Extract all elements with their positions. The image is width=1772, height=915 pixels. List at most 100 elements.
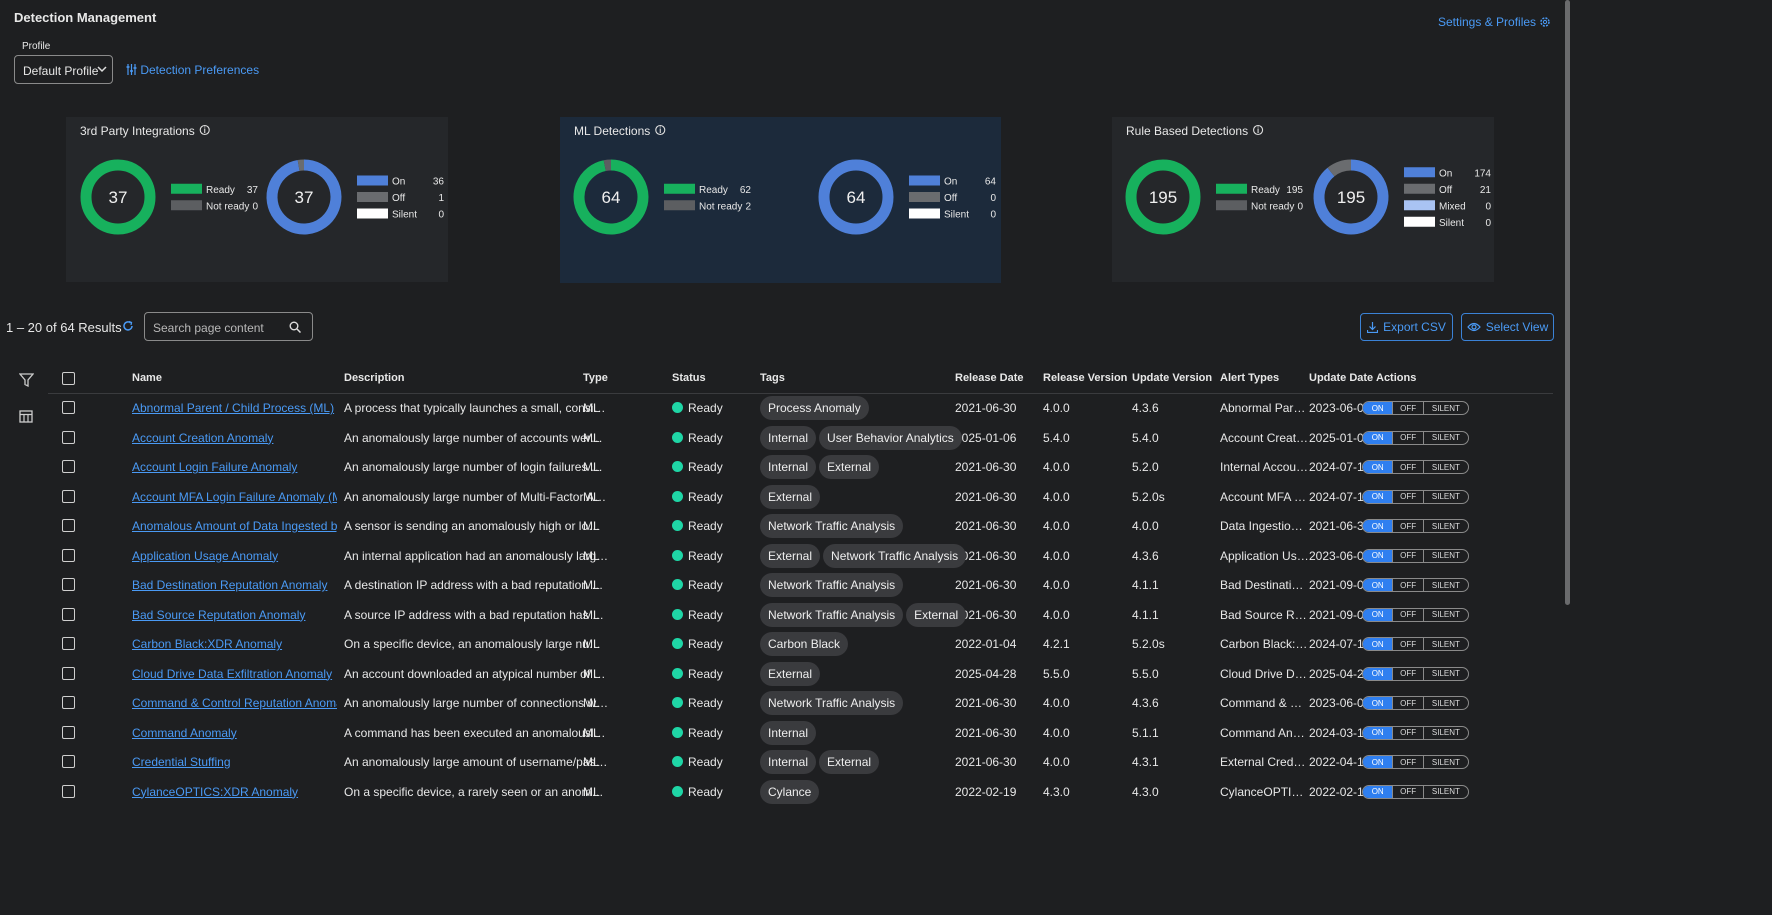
toggle-option[interactable]: ON bbox=[1363, 638, 1393, 650]
profile-select[interactable]: Default Profile bbox=[14, 55, 113, 84]
toggle-option[interactable]: SILENT bbox=[1422, 402, 1468, 414]
detection-name-link[interactable]: Abnormal Parent / Child Process (ML) bbox=[132, 401, 335, 415]
toggle-option[interactable]: ON bbox=[1363, 697, 1393, 709]
detection-name-link[interactable]: Anomalous Amount of Data Ingested by Sen bbox=[132, 519, 337, 533]
toggle-option[interactable]: OFF bbox=[1392, 402, 1422, 414]
refresh-icon[interactable] bbox=[122, 320, 134, 332]
toggle-option[interactable]: SILENT bbox=[1422, 667, 1468, 680]
row-checkbox[interactable] bbox=[62, 548, 75, 562]
toggle-option[interactable]: ON bbox=[1363, 402, 1393, 414]
table-header-checkbox[interactable] bbox=[62, 372, 75, 385]
toggle-option[interactable]: ON bbox=[1363, 461, 1393, 473]
row-checkbox[interactable] bbox=[62, 725, 75, 739]
toggle-option[interactable]: ON bbox=[1363, 520, 1393, 532]
column-header[interactable]: Type bbox=[583, 372, 608, 384]
preferences-link[interactable]: Detection Preferences bbox=[126, 63, 259, 77]
toggle-option[interactable]: ON bbox=[1363, 579, 1393, 591]
profile-select-value[interactable]: Default Profile bbox=[23, 64, 99, 78]
state-toggle[interactable]: ON OFF SILENT bbox=[1362, 519, 1469, 533]
toggle-option[interactable]: SILENT bbox=[1422, 726, 1468, 739]
row-checkbox[interactable] bbox=[62, 784, 75, 798]
scrollbar[interactable] bbox=[1565, 0, 1570, 605]
toggle-option[interactable]: OFF bbox=[1392, 579, 1422, 591]
row-checkbox[interactable] bbox=[62, 607, 75, 621]
select-view-button[interactable]: Select View bbox=[1461, 313, 1554, 341]
toggle-option[interactable]: OFF bbox=[1392, 520, 1422, 532]
row-checkbox[interactable] bbox=[62, 696, 75, 709]
toggle-option[interactable]: SILENT bbox=[1422, 431, 1468, 444]
export-csv-text[interactable]: Export CSV bbox=[1383, 320, 1446, 334]
toggle-option[interactable]: SILENT bbox=[1422, 461, 1468, 473]
detection-name-link[interactable]: Account MFA Login Failure Anomaly (ML) bbox=[132, 489, 337, 504]
detection-name-link[interactable]: Cloud Drive Data Exfiltration Anomaly bbox=[132, 666, 333, 681]
toggle-option[interactable]: OFF bbox=[1392, 608, 1422, 621]
toggle-option[interactable]: ON bbox=[1363, 667, 1393, 680]
toggle-option[interactable]: SILENT bbox=[1422, 785, 1468, 798]
row-checkbox[interactable] bbox=[62, 519, 75, 532]
row-checkbox[interactable] bbox=[62, 460, 75, 473]
toggle-option[interactable]: SILENT bbox=[1422, 756, 1468, 768]
toggle-option[interactable]: OFF bbox=[1392, 638, 1422, 650]
state-toggle[interactable]: ON OFF SILENT bbox=[1362, 755, 1469, 769]
filter-icon[interactable] bbox=[19, 373, 34, 387]
toggle-option[interactable]: ON bbox=[1363, 756, 1393, 768]
detection-name-link[interactable]: Credential Stuffing bbox=[132, 755, 231, 769]
toggle-option[interactable]: ON bbox=[1363, 431, 1393, 444]
state-toggle[interactable]: ON OFF SILENT bbox=[1362, 637, 1469, 651]
detection-name-link[interactable]: Bad Destination Reputation Anomaly bbox=[132, 578, 328, 592]
select-view-text[interactable]: Select View bbox=[1485, 320, 1549, 334]
toggle-option[interactable]: OFF bbox=[1392, 461, 1422, 473]
toggle-option[interactable]: ON bbox=[1363, 549, 1393, 562]
toggle-option[interactable]: ON bbox=[1363, 726, 1393, 739]
search-box[interactable]: Search page content bbox=[144, 312, 313, 341]
detection-name-link[interactable]: Command & Control Reputation Anomaly bbox=[132, 696, 337, 710]
columns-icon[interactable] bbox=[19, 410, 33, 423]
column-header[interactable]: Description bbox=[344, 372, 405, 384]
row-checkbox[interactable] bbox=[62, 489, 75, 503]
toggle-option[interactable]: SILENT bbox=[1422, 549, 1468, 562]
toggle-option[interactable]: SILENT bbox=[1422, 520, 1468, 532]
column-header[interactable]: Release Version bbox=[1043, 372, 1128, 384]
row-checkbox[interactable] bbox=[62, 666, 75, 680]
toggle-option[interactable]: OFF bbox=[1392, 549, 1422, 562]
state-toggle[interactable]: ON OFF SILENT bbox=[1362, 460, 1469, 474]
state-toggle[interactable]: ON OFF SILENT bbox=[1362, 784, 1469, 799]
export-csv-button[interactable]: Export CSV bbox=[1360, 313, 1453, 341]
row-checkbox[interactable] bbox=[62, 637, 75, 650]
toggle-option[interactable]: OFF bbox=[1392, 785, 1422, 798]
detection-name-link[interactable]: Account Creation Anomaly bbox=[132, 430, 274, 445]
column-header[interactable]: Release Date bbox=[955, 372, 1024, 384]
toggle-option[interactable]: SILENT bbox=[1422, 490, 1468, 503]
column-header[interactable]: Tags bbox=[760, 372, 785, 384]
state-toggle[interactable]: ON OFF SILENT bbox=[1362, 548, 1469, 563]
state-toggle[interactable]: ON OFF SILENT bbox=[1362, 666, 1469, 681]
column-header[interactable]: Alert Types bbox=[1220, 372, 1280, 384]
state-toggle[interactable]: ON OFF SILENT bbox=[1362, 607, 1469, 622]
toggle-option[interactable]: OFF bbox=[1392, 726, 1422, 739]
column-header[interactable]: Name bbox=[132, 372, 162, 384]
toggle-option[interactable]: ON bbox=[1363, 608, 1393, 621]
column-header[interactable]: Update Date bbox=[1309, 372, 1374, 384]
preferences-link-text[interactable]: Detection Preferences bbox=[140, 63, 260, 77]
state-toggle[interactable]: ON OFF SILENT bbox=[1362, 696, 1469, 710]
column-header[interactable]: Update Version bbox=[1132, 372, 1213, 384]
toggle-option[interactable]: OFF bbox=[1392, 756, 1422, 768]
toggle-option[interactable]: SILENT bbox=[1422, 579, 1468, 591]
row-checkbox[interactable] bbox=[62, 578, 75, 591]
detection-name-link[interactable]: Bad Source Reputation Anomaly bbox=[132, 607, 306, 622]
toggle-option[interactable]: OFF bbox=[1392, 667, 1422, 680]
toggle-option[interactable]: OFF bbox=[1392, 490, 1422, 503]
toggle-option[interactable]: OFF bbox=[1392, 431, 1422, 444]
row-checkbox[interactable] bbox=[62, 401, 75, 414]
column-header[interactable]: Actions bbox=[1376, 372, 1417, 384]
toggle-option[interactable]: ON bbox=[1363, 785, 1393, 798]
row-checkbox[interactable] bbox=[62, 430, 75, 444]
detection-name-link[interactable]: Application Usage Anomaly bbox=[132, 548, 279, 563]
state-toggle[interactable]: ON OFF SILENT bbox=[1362, 489, 1469, 504]
toggle-option[interactable]: OFF bbox=[1392, 697, 1422, 709]
detection-name-link[interactable]: Carbon Black:XDR Anomaly bbox=[132, 637, 283, 651]
toggle-option[interactable]: SILENT bbox=[1422, 697, 1468, 709]
state-toggle[interactable]: ON OFF SILENT bbox=[1362, 430, 1469, 445]
detection-name-link[interactable]: CylanceOPTICS:XDR Anomaly bbox=[132, 784, 299, 799]
detection-name-link[interactable]: Account Login Failure Anomaly bbox=[132, 460, 298, 474]
